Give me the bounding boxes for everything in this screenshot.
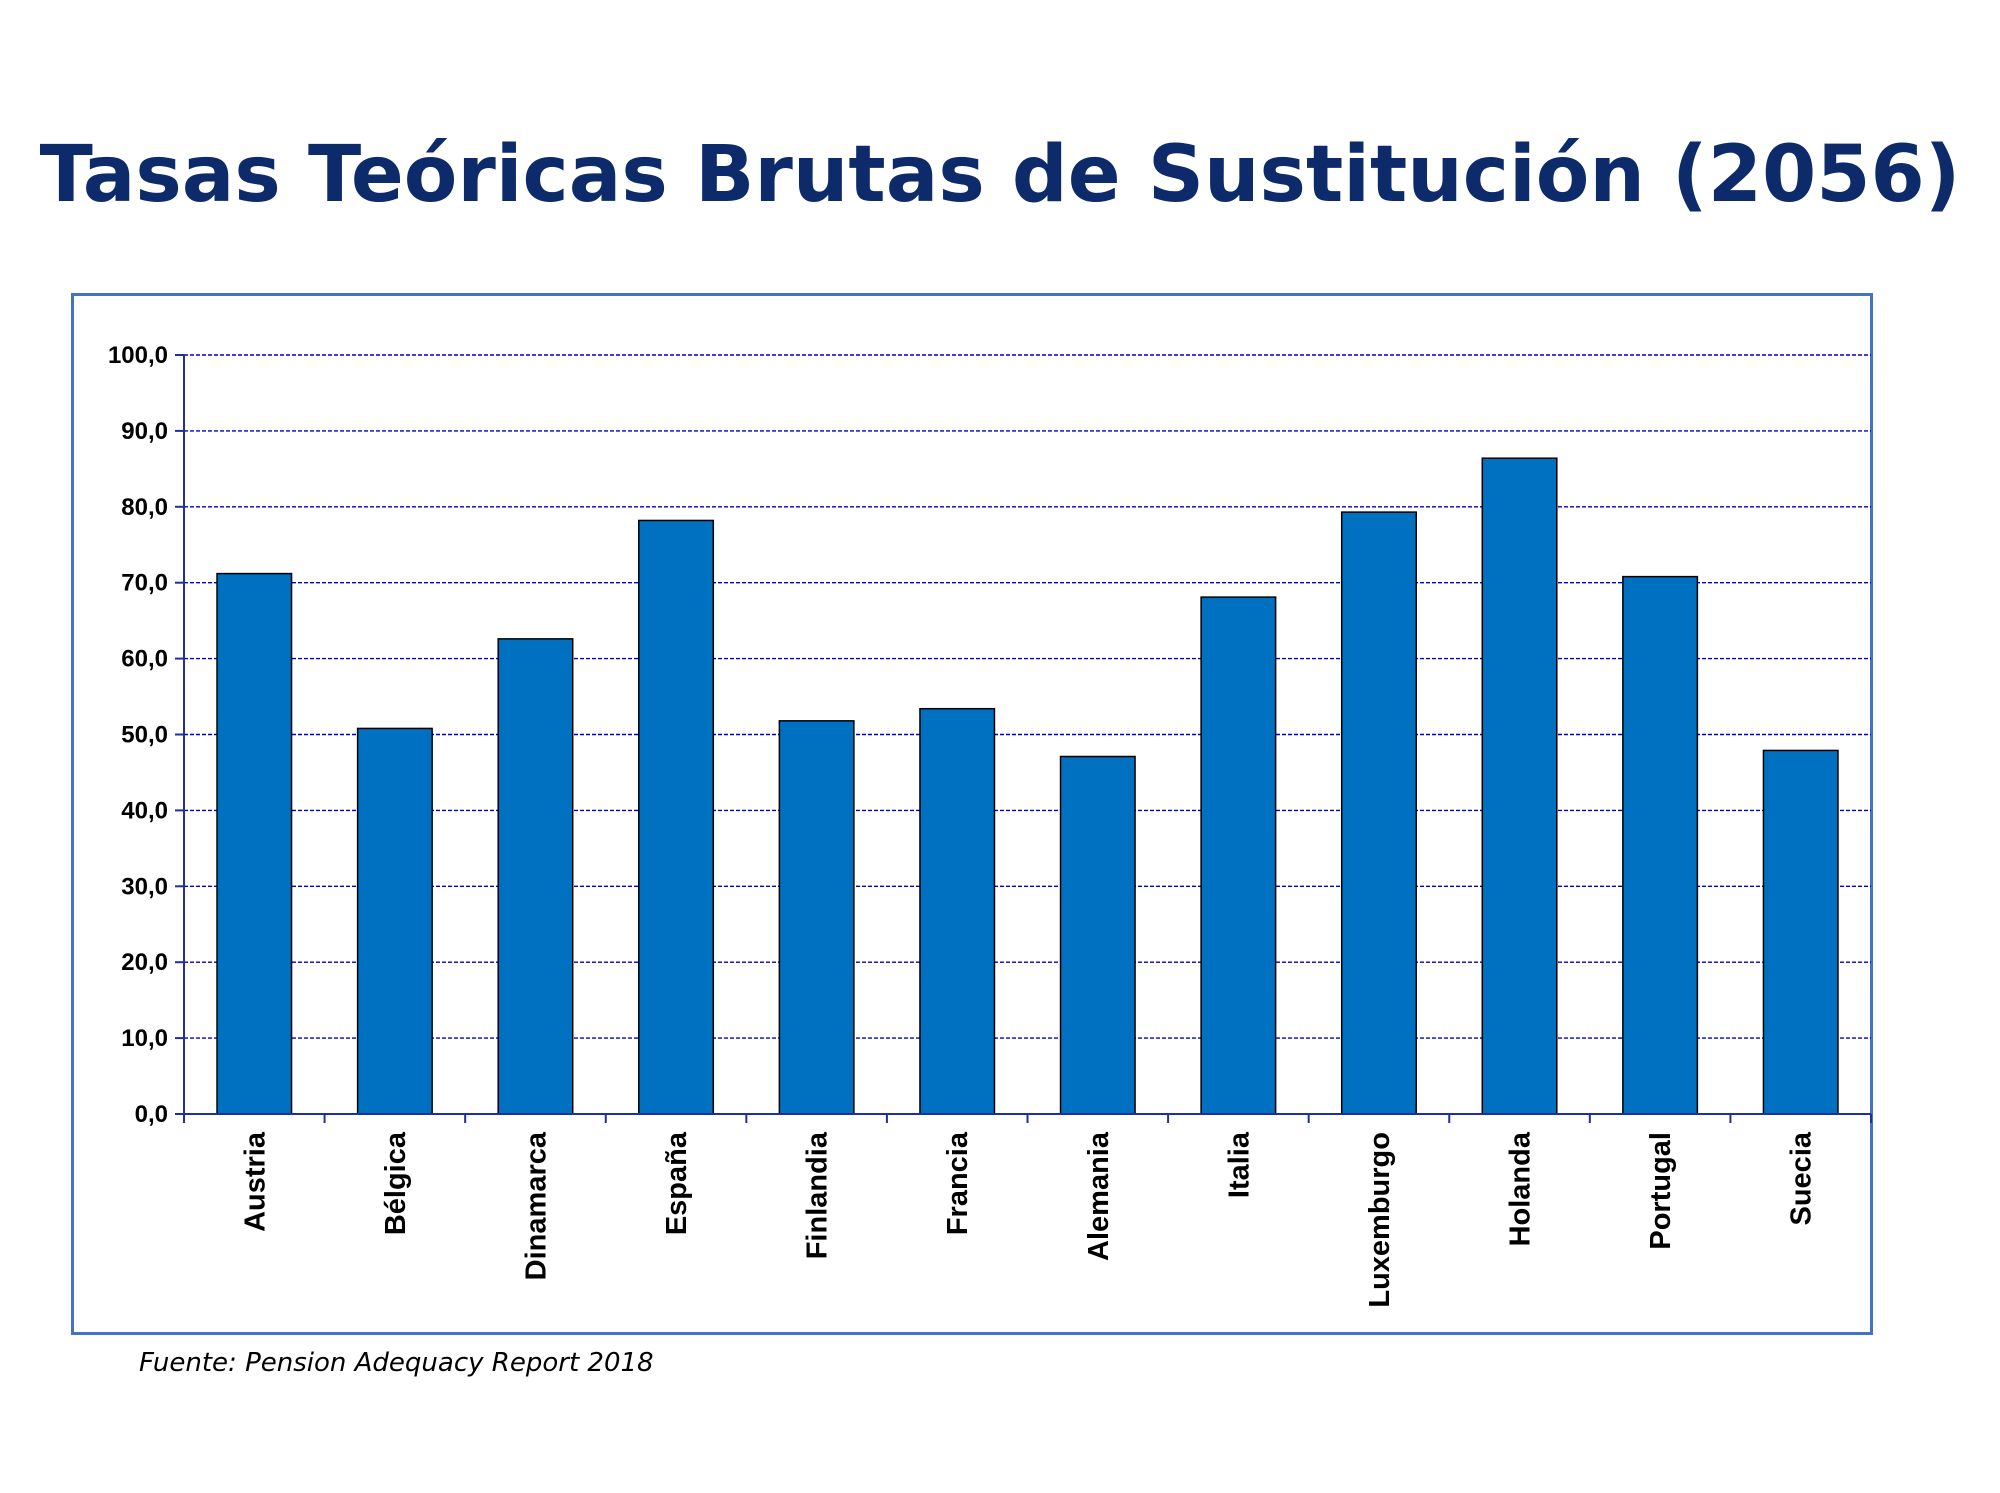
source-note: Fuente: Pension Adequacy Report 2018 [139,1348,654,1378]
y-tick-label: 60,0 [121,646,168,673]
y-tick-label: 70,0 [121,570,168,597]
category-label: Austria [239,1131,271,1232]
bar [1340,511,1417,1115]
y-tick-label: 80,0 [121,494,168,521]
category-label: España [661,1131,693,1235]
bar [1762,749,1839,1115]
bar [497,638,574,1115]
category-label: Portugal [1645,1132,1677,1250]
category-label: Suecia [1786,1131,1818,1225]
category-label: Italia [1223,1131,1255,1198]
bar [1200,596,1277,1115]
category-label: Luxemburgo [1364,1132,1396,1308]
bar [1481,457,1558,1115]
bar [638,519,715,1115]
y-tick-label: 40,0 [121,797,168,824]
y-tick-label: 20,0 [121,949,168,976]
bar [919,707,996,1115]
y-tick-label: 100,0 [108,342,168,369]
bar [356,727,433,1115]
y-tick-label: 90,0 [121,418,168,445]
y-tick-label: 10,0 [121,1025,168,1052]
y-tick-label: 0,0 [135,1101,168,1128]
bar [216,572,293,1115]
chart-title: Tasas Teóricas Brutas de Sustitución (20… [39,130,1961,220]
category-label: Finlandia [802,1131,834,1259]
bar [1059,755,1136,1115]
y-tick-label: 50,0 [121,722,168,749]
category-label: Francia [942,1131,974,1235]
category-label: Bélgica [380,1131,412,1235]
bar [778,720,855,1115]
category-label: Dinamarca [520,1131,552,1280]
category-label: Holanda [1505,1131,1537,1246]
bar [1622,575,1699,1115]
y-tick-label: 30,0 [121,873,168,900]
category-label: Alemania [1083,1131,1115,1261]
